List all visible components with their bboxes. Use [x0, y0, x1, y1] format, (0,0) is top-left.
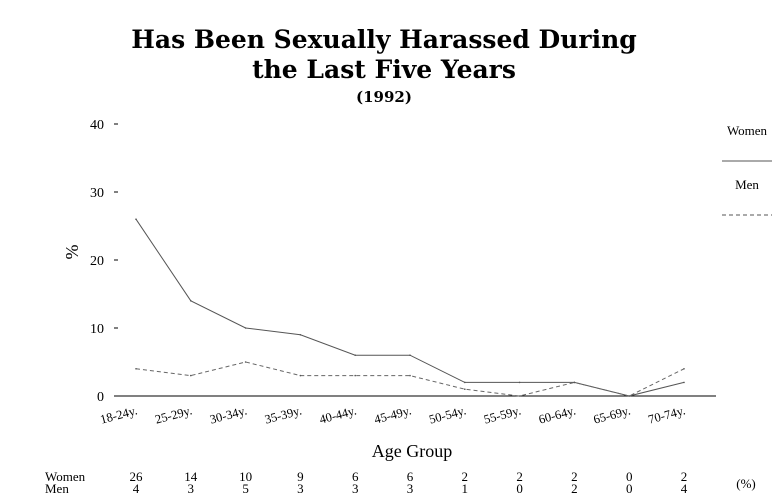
table-cell-men: 3 [407, 481, 414, 496]
series-line-men [135, 361, 685, 397]
table-cell-men: 4 [133, 481, 140, 496]
chart-title: Has Been Sexually Harassed During [131, 25, 637, 54]
table-cell-women: 26 [130, 469, 144, 484]
data-point-women [518, 381, 521, 384]
x-tick-label: 25-29y. [154, 403, 194, 426]
y-tick-label: 10 [90, 322, 104, 337]
data-point-men [244, 361, 247, 363]
table-cell-women: 10 [239, 469, 252, 484]
table-cell-men: 3 [297, 481, 304, 496]
legend-label-men: Men [735, 177, 759, 192]
x-tick-label: 60-64y. [537, 403, 577, 426]
table-cell-men: 3 [188, 481, 195, 496]
data-point-women [464, 381, 466, 384]
table-cell-women: 6 [407, 469, 414, 484]
y-tick-label: 40 [90, 118, 104, 133]
table-cell-men: 0 [626, 481, 633, 496]
table-cell-men: 0 [516, 481, 523, 496]
data-point-women [299, 334, 302, 336]
data-point-men [299, 374, 302, 377]
data-point-men [354, 374, 357, 377]
table-cell-women: 6 [352, 469, 359, 484]
data-point-men [464, 388, 466, 391]
x-tick-label: 35-39y. [263, 403, 303, 426]
data-point-men [518, 395, 521, 397]
table-cell-men: 5 [242, 481, 249, 496]
x-tick-label: 45-49y. [373, 403, 413, 426]
table-cell-women: 2 [681, 469, 688, 484]
data-point-men [409, 374, 411, 377]
data-point-women [409, 354, 411, 357]
data-point-men [683, 368, 685, 370]
chart-title-line2: the Last Five Years [252, 55, 516, 84]
table-cell-women: 2 [571, 469, 578, 484]
table-cell-women: 2 [516, 469, 523, 484]
chart-subtitle: (1992) [356, 88, 412, 106]
data-point-women [354, 354, 357, 357]
x-tick-label: 55-59y. [482, 403, 522, 426]
data-point-men [190, 374, 192, 377]
table-cell-women: 14 [184, 469, 198, 484]
x-tick-label: 18-24y. [99, 403, 139, 426]
data-point-women [244, 327, 247, 329]
y-tick-label: 0 [97, 390, 104, 405]
data-point-men [573, 381, 576, 384]
table-cell-men: 3 [352, 481, 359, 496]
x-tick-label: 70-74y. [647, 403, 687, 426]
data-point-men [628, 395, 630, 397]
legend: Women Men [722, 123, 772, 216]
table-cell-men: 4 [681, 481, 688, 496]
table-cell-women: 0 [626, 469, 633, 484]
x-tick-label: 40-44y. [318, 403, 358, 426]
y-tick-label: 30 [90, 186, 104, 201]
data-point-women [683, 381, 685, 384]
series-line-women [135, 218, 685, 397]
table-cell-men: 2 [571, 481, 578, 496]
y-axis: 0 10 20 30 40 [90, 118, 118, 405]
table-cell-men: 1 [462, 481, 469, 496]
y-axis-label: % [62, 245, 82, 260]
x-tick-label: 30-34y. [208, 403, 248, 426]
table-row-label-men: Men [45, 481, 69, 496]
y-tick-label: 20 [90, 254, 104, 269]
data-point-women [135, 218, 137, 220]
table-cell-women: 2 [462, 469, 469, 484]
table-row-label-women: Women [45, 469, 86, 484]
legend-label-women: Women [727, 123, 768, 138]
data-point-men [135, 368, 137, 370]
x-axis-label: Age Group [372, 441, 452, 461]
data-point-women [190, 300, 192, 302]
plot-area [135, 218, 685, 397]
x-tick-label: 65-69y. [592, 403, 632, 426]
table-cell-women: 9 [297, 469, 304, 484]
x-tick-label: 50-54y. [428, 403, 468, 426]
x-axis: 18-24y. 25-29y. 30-34y. 35-39y. 40-44y. 45-49… [99, 403, 687, 426]
table-unit: (%) [736, 476, 756, 491]
